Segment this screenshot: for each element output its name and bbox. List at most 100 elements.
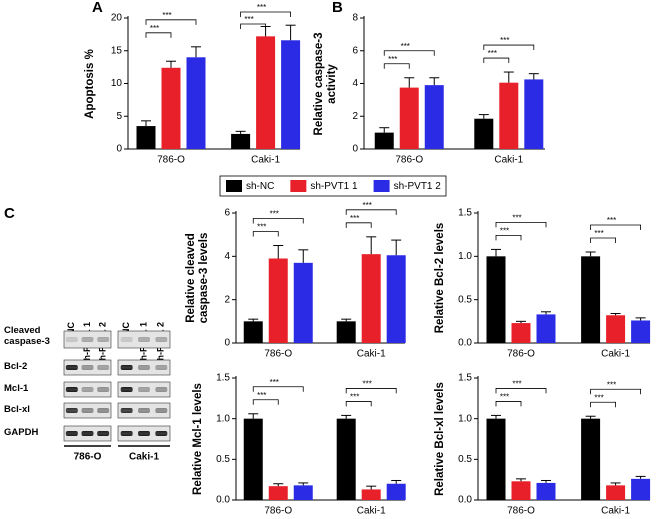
blot-band [138,408,150,413]
blot-band [155,387,168,392]
bar [631,320,651,343]
bar [424,85,444,149]
bar [511,481,531,500]
x-tick-label: 786-O [395,155,423,166]
y-tick-label: 1.0 [458,413,472,424]
significance-label: *** [401,42,410,51]
significance-bracket [252,231,279,237]
significance-label: *** [594,229,603,238]
y-tick-label: 0.0 [458,338,472,349]
significance-label: *** [500,393,509,402]
blot-band [120,387,133,392]
bar [581,418,601,500]
x-tick-label: 786-O [507,349,535,360]
blot-band [155,431,168,436]
bar [231,133,251,149]
significance-label: *** [350,214,359,223]
significance-bracket [345,222,372,228]
y-tick-label: 1.5 [216,373,230,384]
y-axis-label: Relative Bcl-2 levels [433,222,446,334]
y-tick-label: 15 [111,45,123,56]
bar [536,482,556,500]
y-tick-label: 1.0 [216,413,230,424]
significance-bracket [495,388,547,394]
y-tick-label: 0 [224,338,230,349]
significance-label: *** [350,393,359,402]
blot-band [81,337,94,342]
x-tick-label: Caki-1 [601,349,630,360]
legend-label: sh-PVT1 2 [394,181,442,192]
significance-bracket [495,401,522,407]
bar [399,87,419,149]
panel-label: A [92,0,103,16]
significance-bracket [252,386,304,392]
bar [136,126,156,149]
significance-label: *** [512,214,521,223]
blot-band [138,431,150,436]
y-axis-label: Relative cleaved caspase-3 levels [185,232,210,324]
significance-bracket [240,23,266,29]
blot-band [65,337,78,342]
bar [631,478,651,500]
y-tick-label: 0.0 [458,495,472,506]
blot-band [65,408,78,413]
row-label: Cleaved caspase-3 [4,325,50,347]
blot-band [138,387,150,392]
row-label: GAPDH [4,427,39,438]
x-tick-label: 786-O [157,155,185,166]
y-tick-label: 6 [352,45,358,56]
y-tick-label: 10 [111,78,123,89]
y-tick-label: 4 [224,251,230,262]
y-tick-label: 0.0 [216,495,230,506]
y-axis-label: Relative Mcl-1 levels [191,383,204,495]
significance-label: *** [388,55,397,64]
legend-swatch [226,180,242,192]
bar [486,418,506,500]
significance-label: *** [607,216,616,225]
significance-bracket [345,401,372,407]
significance-label: *** [270,378,279,387]
bar [499,82,519,149]
significance-label: *** [500,36,509,45]
significance-bracket [345,388,397,394]
significance-bracket [145,32,172,38]
y-axis-label: Apoptosis % [83,48,96,119]
blot-band [120,337,133,342]
y-tick-label: 0.5 [458,294,472,305]
significance-label: *** [363,380,372,389]
significance-label: *** [594,393,603,402]
bar [268,258,288,343]
y-tick-label: 0 [352,144,358,155]
y-tick-label: 2 [352,111,358,122]
blot-band [97,387,110,392]
significance-bracket [252,399,279,405]
legend-label: sh-NC [246,181,274,192]
blot-band [97,431,110,436]
significance-bracket [483,44,535,51]
significance-bracket [590,237,616,243]
x-tick-label: Caki-1 [601,506,630,517]
bar [511,323,531,343]
significance-bracket [590,224,641,230]
blot-band [97,408,110,413]
row-label: Bcl-xl [4,404,30,415]
significance-label: *** [607,380,616,389]
x-tick-label: 786-O [264,349,292,360]
bar [293,485,313,500]
bar [243,321,263,343]
significance-label: *** [363,201,372,210]
y-tick-label: 0 [116,144,122,155]
significance-bracket [483,57,510,64]
significance-bracket [240,11,291,17]
bar [186,57,206,149]
y-tick-label: 8 [352,13,358,24]
blot-band [155,337,168,342]
bar [606,315,626,343]
bar [386,483,406,500]
significance-label: *** [257,391,266,400]
significance-bracket [383,63,410,69]
significance-bracket [345,209,397,215]
y-tick-label: 0.5 [216,454,230,465]
y-tick-label: 0.5 [458,454,472,465]
